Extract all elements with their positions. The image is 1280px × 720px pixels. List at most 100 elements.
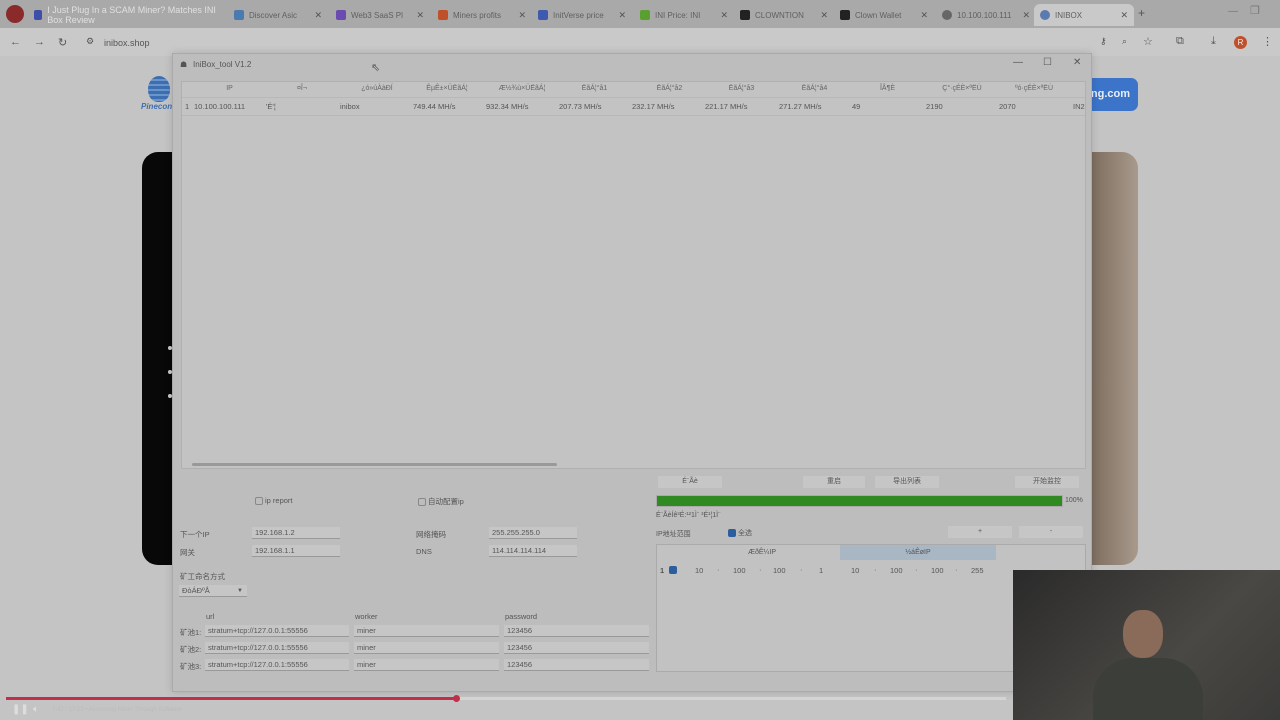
close-tab-icon[interactable]: ✕ bbox=[820, 9, 828, 20]
tab-inibox-active[interactable]: INIBOX ✕ bbox=[1034, 4, 1134, 26]
end-octet-2[interactable]: 100 bbox=[890, 566, 903, 575]
app-icon: ☗ bbox=[180, 60, 188, 69]
close-tab-icon[interactable]: ✕ bbox=[1022, 9, 1030, 20]
column-header[interactable]: ËãÁ¦°å2 bbox=[656, 85, 683, 92]
select-all-checkbox[interactable]: 全选 bbox=[728, 528, 752, 538]
column-header[interactable]: ÎÂ¶È bbox=[879, 85, 896, 92]
close-tab-icon[interactable]: ✕ bbox=[920, 9, 928, 20]
zoom-icon[interactable]: ⌕ bbox=[1122, 36, 1128, 46]
horizontal-scrollbar[interactable] bbox=[192, 463, 557, 466]
cell-front-fan: 2190 bbox=[926, 102, 943, 111]
close-button[interactable]: ✕ bbox=[1073, 57, 1082, 68]
close-tab-icon[interactable]: ✕ bbox=[1120, 9, 1128, 20]
pool3-worker-input[interactable]: miner bbox=[354, 659, 499, 671]
pause-icon[interactable]: ❚❚ bbox=[12, 704, 29, 715]
dns-label: DNS bbox=[416, 547, 432, 556]
bookmark-star-icon[interactable]: ☆ bbox=[1143, 36, 1153, 48]
scan-button[interactable]: É¨Ãè bbox=[658, 476, 722, 488]
column-header[interactable]: ËãÁ¦°å4 bbox=[801, 85, 828, 92]
column-header[interactable]: ¤Î¬ bbox=[297, 85, 307, 92]
end-octet-3[interactable]: 100 bbox=[931, 566, 944, 575]
pool3-url-input[interactable]: stratum+tcp://127.0.0.1:55556 bbox=[205, 659, 349, 671]
range-checkbox[interactable] bbox=[669, 566, 677, 574]
gateway-input[interactable]: 192.168.1.1 bbox=[252, 545, 340, 557]
logo-text: Pinecon bbox=[141, 102, 173, 111]
tab[interactable]: InitVerse price ✕ bbox=[532, 4, 632, 26]
video-progress-track[interactable] bbox=[6, 697, 1006, 700]
next-ip-input[interactable]: 192.168.1.2 bbox=[252, 527, 340, 539]
dns-input[interactable]: 114.114.114.114 bbox=[489, 545, 577, 557]
start-octet-2[interactable]: 100 bbox=[733, 566, 746, 575]
pool2-label: 矿池2: bbox=[180, 645, 202, 654]
webcam-overlay bbox=[1013, 570, 1280, 720]
pool2-password-input[interactable]: 123456 bbox=[504, 642, 649, 654]
cell-status: 'É'¦ bbox=[266, 102, 276, 111]
start-octet-1[interactable]: 10 bbox=[695, 566, 704, 575]
column-header[interactable]: ËãÁ¦°å1 bbox=[581, 85, 608, 92]
tab[interactable]: Clown Wallet ✕ bbox=[834, 4, 934, 26]
restore-browser-button[interactable]: ❐ bbox=[1250, 5, 1260, 17]
profile-avatar[interactable]: R bbox=[1234, 36, 1247, 49]
url-field[interactable]: inibox.shop bbox=[104, 38, 150, 48]
tab[interactable]: INI Price: INI ✕ bbox=[634, 4, 734, 26]
export-list-button[interactable]: 导出列表 bbox=[875, 476, 939, 488]
auto-ip-checkbox[interactable]: 自动配置ip bbox=[418, 496, 464, 507]
remove-range-button[interactable]: - bbox=[1019, 526, 1083, 538]
bullet bbox=[168, 394, 172, 398]
back-icon[interactable]: ← bbox=[10, 36, 21, 48]
video-chapter[interactable]: • Accessing Miner Through Software bbox=[85, 707, 183, 713]
tab-video[interactable]: I Just Plug In a SCAM Miner? Matches INI… bbox=[28, 4, 228, 26]
minimize-button[interactable]: — bbox=[1013, 57, 1023, 68]
pool1-url-input[interactable]: stratum+tcp://127.0.0.1:55556 bbox=[205, 625, 349, 637]
password-header: password bbox=[505, 612, 538, 621]
close-tab-icon[interactable]: ✕ bbox=[314, 9, 322, 20]
site-settings-icon[interactable]: ⚙ bbox=[86, 36, 95, 46]
pool2-url-input[interactable]: stratum+tcp://127.0.0.1:55556 bbox=[205, 642, 349, 654]
column-header[interactable]: ºó·çÉÈ×ªËÙ bbox=[1014, 85, 1054, 92]
menu-icon[interactable]: ⋮ bbox=[1262, 36, 1273, 48]
forward-icon[interactable]: → bbox=[34, 36, 45, 48]
column-header[interactable]: ËãÁ¦°å3 bbox=[728, 85, 755, 92]
start-octet-3[interactable]: 100 bbox=[773, 566, 786, 575]
column-header[interactable]: IP bbox=[226, 85, 233, 92]
column-header[interactable]: ÊµÊ±×ÜËãÁ¦ bbox=[426, 85, 468, 92]
column-header[interactable]: Æ½¾ù×ÜËãÁ¦ bbox=[498, 85, 546, 92]
tab[interactable]: CLOWNTION ✕ bbox=[734, 4, 834, 26]
column-header[interactable]: Ç°·çÉÈ×ªËÙ bbox=[942, 85, 982, 92]
end-octet-4[interactable]: 255 bbox=[971, 566, 984, 575]
pool3-password-input[interactable]: 123456 bbox=[504, 659, 649, 671]
mask-input[interactable]: 255.255.255.0 bbox=[489, 527, 577, 539]
tab[interactable]: Miners profits ✕ bbox=[432, 4, 532, 26]
tab[interactable]: 10.100.100.111 ✕ bbox=[936, 4, 1036, 26]
extensions-icon[interactable]: ⧉ bbox=[1176, 35, 1184, 47]
tab[interactable]: Discover Asic ✕ bbox=[228, 4, 328, 26]
ip-report-checkbox[interactable]: ip report bbox=[255, 496, 293, 506]
minimize-browser-button[interactable]: — bbox=[1228, 6, 1238, 17]
volume-icon[interactable]: 🔈︎ bbox=[33, 704, 39, 715]
column-header[interactable]: ¿ó»úÀàÐÍ bbox=[361, 85, 393, 92]
new-tab-button[interactable]: + bbox=[1138, 6, 1146, 20]
video-scrubber-handle[interactable] bbox=[453, 695, 460, 702]
download-icon[interactable]: ⤓ bbox=[1211, 35, 1216, 47]
maximize-button[interactable]: ☐ bbox=[1043, 57, 1052, 68]
close-tab-icon[interactable]: ✕ bbox=[720, 9, 728, 20]
tab[interactable]: Web3 SaaS Pl ✕ bbox=[330, 4, 430, 26]
add-range-button[interactable]: + bbox=[948, 526, 1012, 538]
end-octet-1[interactable]: 10 bbox=[851, 566, 860, 575]
video-progress-fill bbox=[6, 697, 456, 700]
globe-icon bbox=[942, 10, 952, 20]
miner-table: IP ¤Î¬ ¿ó»úÀàÐÍ ÊµÊ±×ÜËãÁ¦ Æ½¾ù×ÜËãÁ¦ Ëã… bbox=[181, 81, 1086, 469]
table-row[interactable]: 1 10.100.100.111 'É'¦ inibox 749.44 MH/s… bbox=[182, 98, 1085, 116]
start-octet-4[interactable]: 1 bbox=[819, 566, 824, 575]
close-tab-icon[interactable]: ✕ bbox=[618, 9, 626, 20]
password-key-icon[interactable]: ⚷ bbox=[1100, 36, 1107, 46]
restart-button[interactable]: 重启 bbox=[803, 476, 865, 488]
start-monitor-button[interactable]: 开始监控 bbox=[1015, 476, 1079, 488]
pool1-worker-input[interactable]: miner bbox=[354, 625, 499, 637]
pool1-password-input[interactable]: 123456 bbox=[504, 625, 649, 637]
naming-select[interactable]: ÐòÁÐºÅ ▼ bbox=[179, 585, 247, 597]
close-tab-icon[interactable]: ✕ bbox=[416, 9, 424, 20]
reload-icon[interactable]: ↻ bbox=[58, 37, 68, 49]
pool2-worker-input[interactable]: miner bbox=[354, 642, 499, 654]
close-tab-icon[interactable]: ✕ bbox=[518, 9, 526, 20]
